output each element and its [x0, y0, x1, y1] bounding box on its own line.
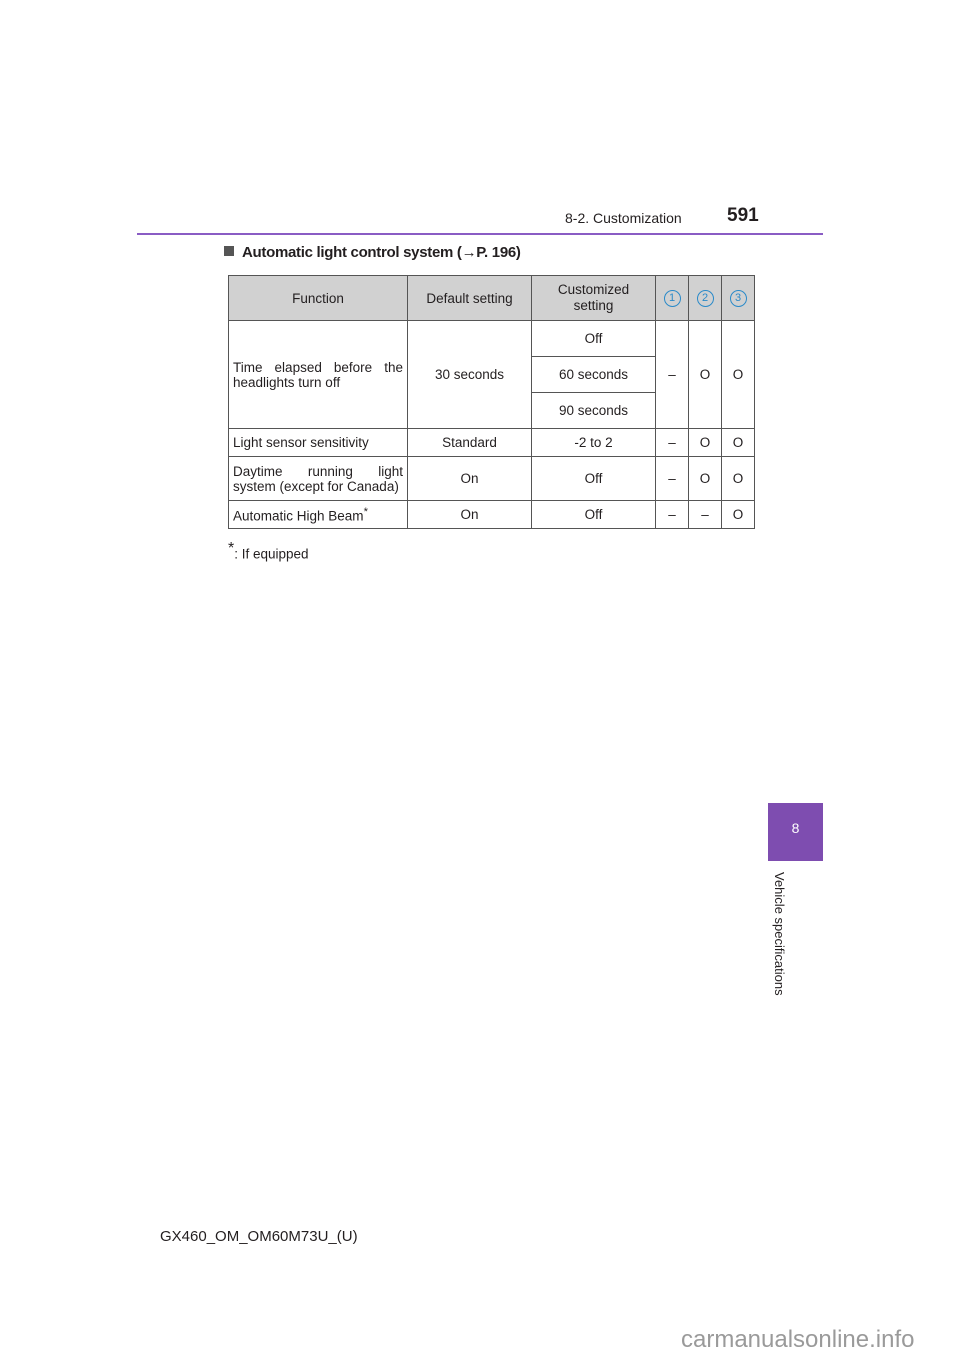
- table-subrow: 90 seconds: [229, 392, 755, 429]
- section-heading: Automatic light control system (→P. 196): [224, 244, 521, 261]
- table-row: Daytime running light system (except for…: [228, 456, 755, 501]
- table-subrow: 60 seconds: [229, 356, 755, 393]
- heading-text: Automatic light control system (→P. 196): [242, 244, 521, 261]
- footnote: *: If equipped: [228, 540, 309, 562]
- custom-cell: 60 seconds: [531, 356, 656, 393]
- circled-3-icon: 3: [729, 290, 747, 307]
- col-3: 3: [721, 275, 755, 321]
- table-row: Time elapsed before the headlights turn …: [228, 320, 755, 429]
- col-1: 1: [655, 275, 689, 321]
- mark-1: –: [655, 456, 689, 501]
- watermark: carmanualsonline.info: [681, 1326, 915, 1353]
- function-cell: Daytime running light system (except for…: [228, 456, 408, 501]
- mark-3: O: [721, 428, 755, 457]
- default-cell: On: [407, 500, 532, 529]
- mark-3: O: [721, 320, 755, 429]
- chapter-tab[interactable]: 8: [768, 803, 823, 861]
- mark-2: O: [688, 456, 722, 501]
- mark-3: O: [721, 456, 755, 501]
- page-number: 591: [727, 205, 759, 226]
- custom-cell: Off: [531, 500, 656, 529]
- mark-2: O: [688, 428, 722, 457]
- footer-code: GX460_OM_OM60M73U_(U): [160, 1228, 358, 1245]
- default-cell: Standard: [407, 428, 532, 457]
- settings-table: Function Default setting Customized sett…: [228, 275, 755, 529]
- circled-2-icon: 2: [696, 290, 714, 307]
- asterisk: *: [363, 505, 368, 518]
- function-cell: Time elapsed before the headlights turn …: [228, 320, 408, 429]
- mark-2: O: [688, 320, 722, 429]
- table-header: Function Default setting Customized sett…: [228, 275, 755, 321]
- col-default: Default setting: [407, 275, 532, 321]
- square-bullet-icon: [224, 246, 234, 256]
- default-cell: 30 seconds: [407, 320, 532, 429]
- circled-1-icon: 1: [663, 290, 681, 307]
- header-rule: [137, 233, 823, 235]
- table-row: Automatic High Beam* On Off – – O: [228, 500, 755, 529]
- section-title: 8-2. Customization: [565, 210, 682, 226]
- function-cell: Automatic High Beam*: [228, 500, 408, 529]
- chapter-label: Vehicle specifications: [772, 872, 787, 996]
- col-custom: Customized setting: [531, 275, 656, 321]
- default-cell: On: [407, 456, 532, 501]
- col-function: Function: [228, 275, 408, 321]
- mark-1: –: [655, 320, 689, 429]
- col-2: 2: [688, 275, 722, 321]
- mark-3: O: [721, 500, 755, 529]
- mark-2: –: [688, 500, 722, 529]
- table-row: Light sensor sensitivity Standard -2 to …: [228, 428, 755, 457]
- custom-cell: Off: [531, 320, 656, 357]
- function-cell: Light sensor sensitivity: [228, 428, 408, 457]
- custom-cell: -2 to 2: [531, 428, 656, 457]
- custom-cell: Off: [531, 456, 656, 501]
- mark-1: –: [655, 428, 689, 457]
- custom-cell: 90 seconds: [531, 392, 656, 429]
- mark-1: –: [655, 500, 689, 529]
